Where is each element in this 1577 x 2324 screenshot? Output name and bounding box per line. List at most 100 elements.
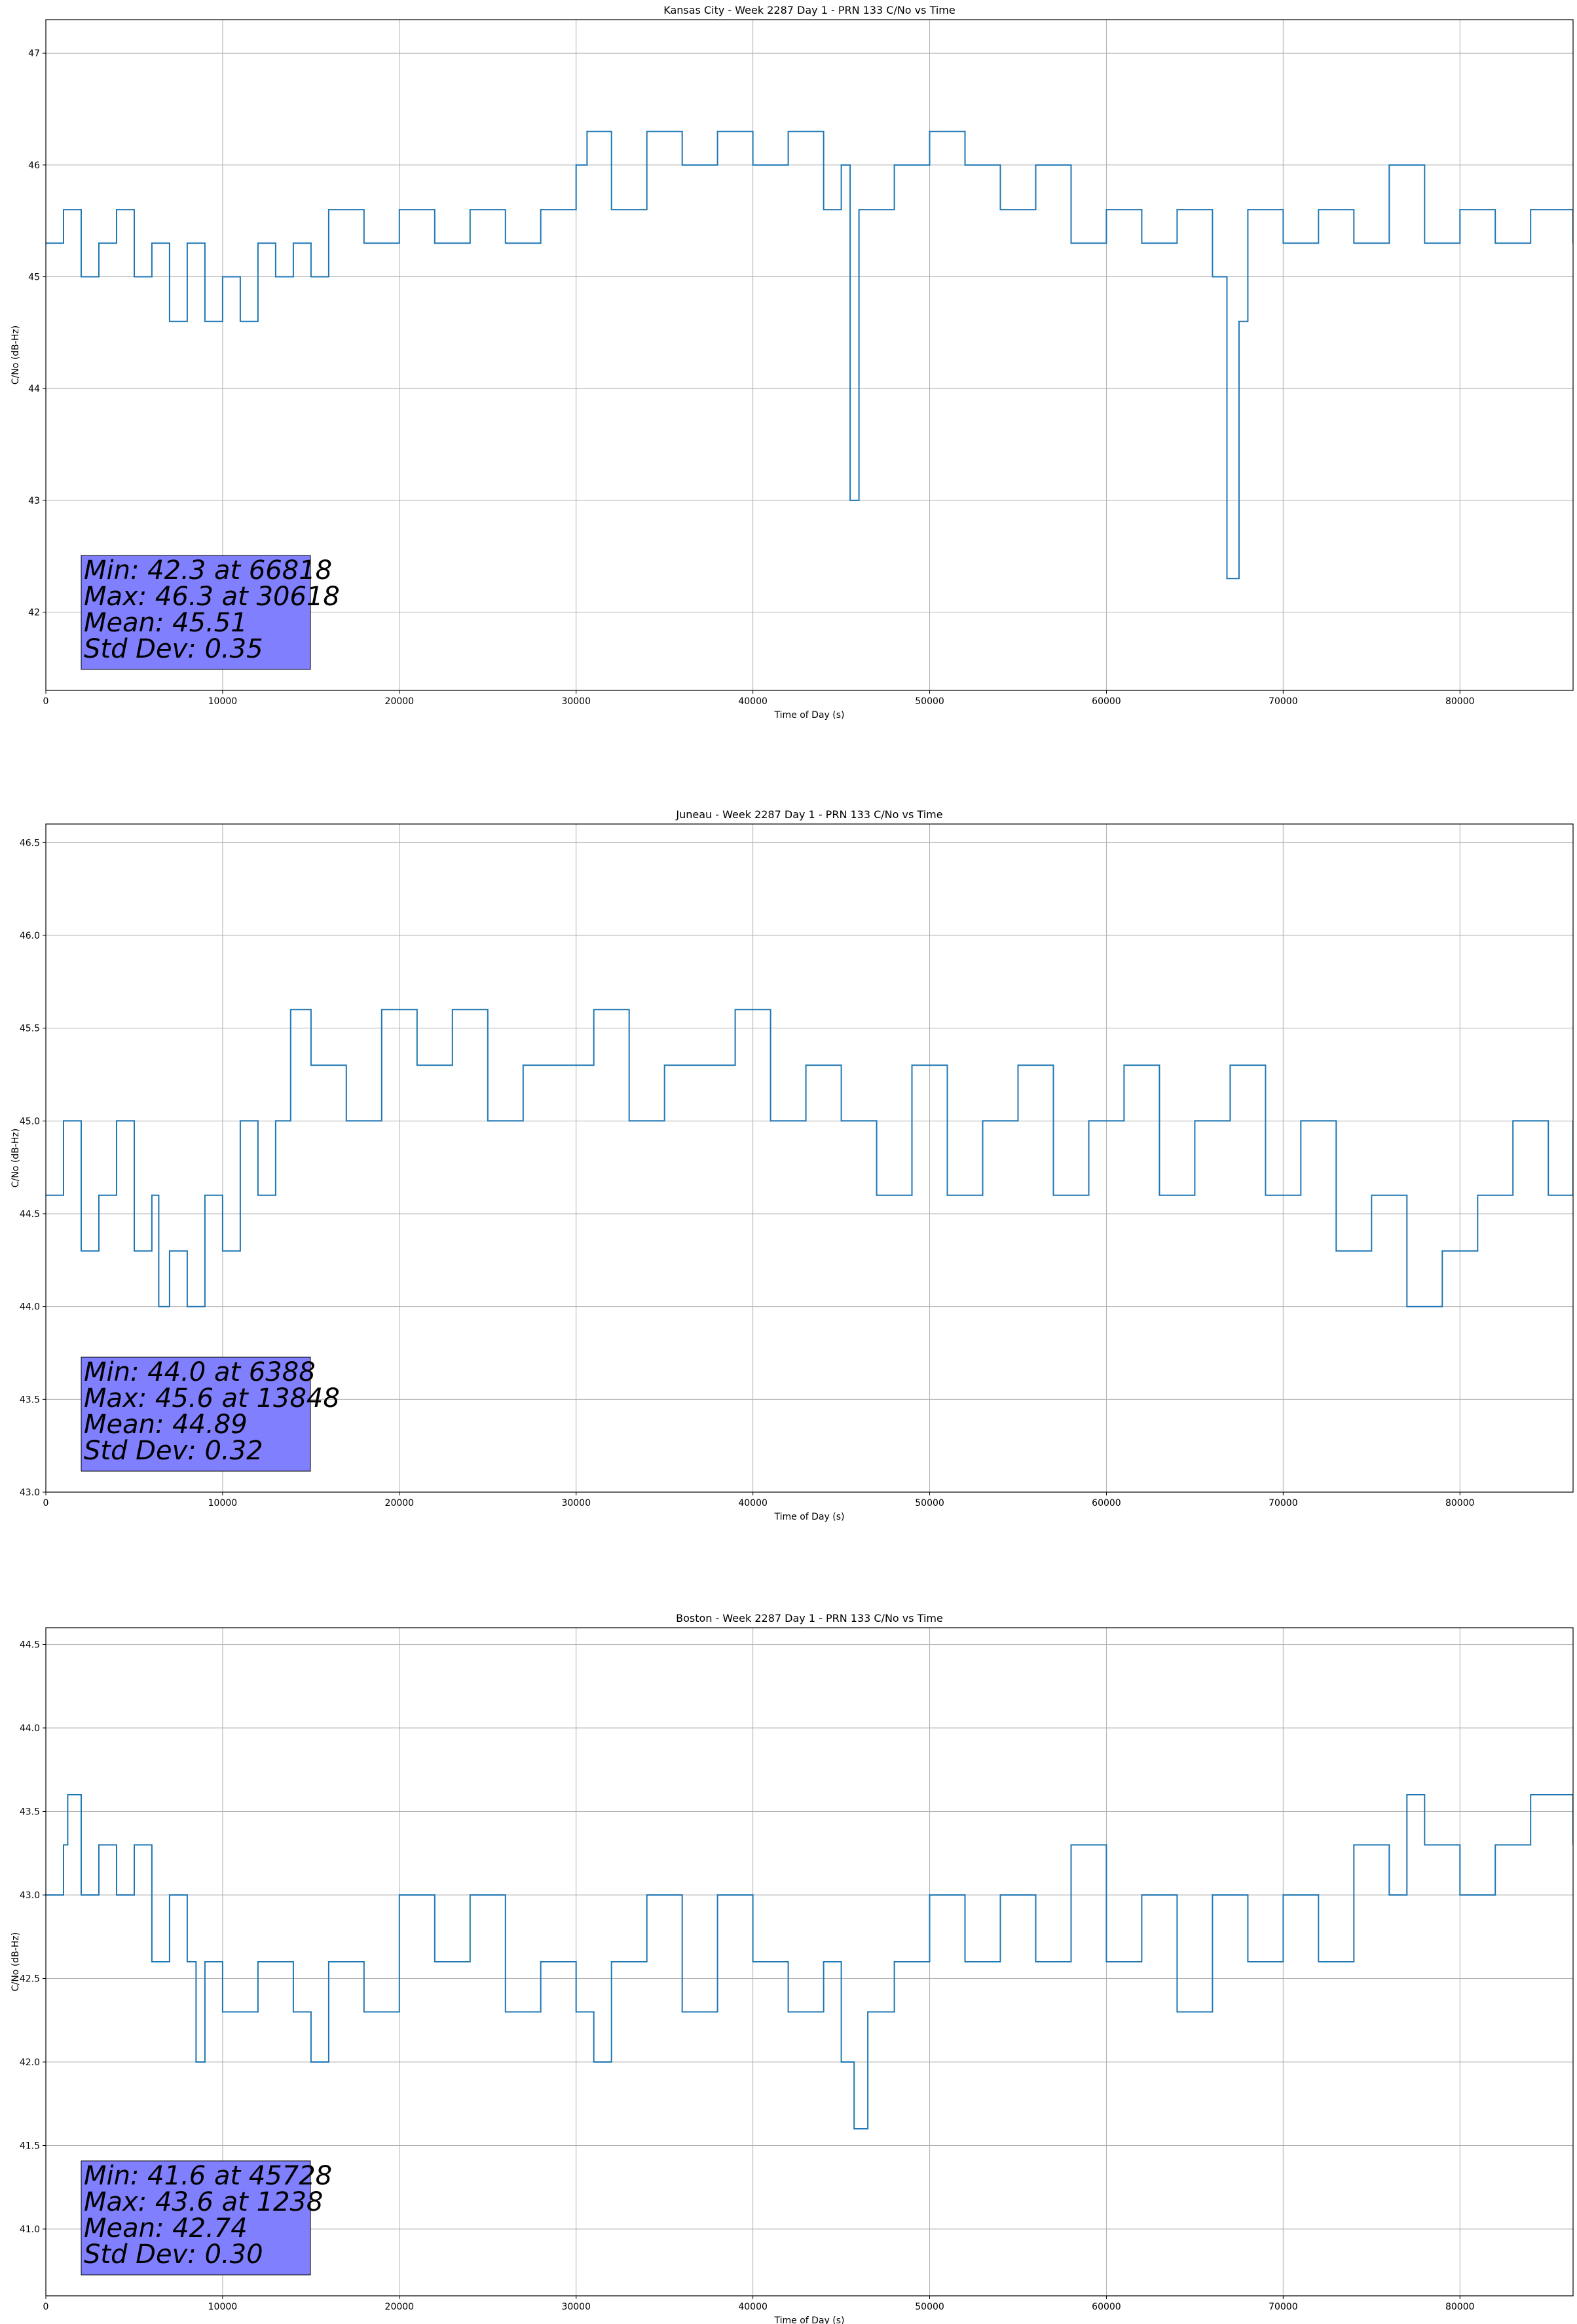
data-point (116, 1894, 117, 1896)
data-point (823, 209, 825, 210)
data-point (752, 164, 754, 166)
data-point (434, 242, 436, 244)
data-point (946, 1194, 948, 1196)
y-tick-label: 46.0 (20, 931, 40, 941)
data-point (1212, 1894, 1214, 1896)
y-axis-label: C/No (dB-Hz) (10, 1129, 21, 1188)
chart-title: Boston - Week 2287 Day 1 - PRN 133 C/No … (676, 1612, 943, 1624)
data-point (310, 2061, 312, 2063)
data-point (363, 242, 365, 244)
x-tick-label: 60000 (1092, 696, 1121, 707)
data-point (169, 321, 170, 322)
data-point (1282, 242, 1284, 244)
data-point (523, 1064, 524, 1066)
data-point (1088, 1120, 1090, 1122)
data-point (610, 209, 612, 210)
data-point (840, 1120, 842, 1122)
data-point (1123, 1064, 1125, 1066)
data-point (1176, 209, 1178, 210)
data-point (610, 1961, 612, 1962)
x-tick-label: 0 (43, 696, 49, 707)
data-point (63, 209, 64, 210)
data-point (982, 1120, 984, 1122)
data-point (663, 1064, 665, 1066)
data-point (310, 276, 312, 278)
y-tick-label: 43.0 (20, 1488, 40, 1498)
data-point (853, 2128, 855, 2129)
y-tick-label: 44.5 (20, 1209, 40, 1220)
stats-line: Mean: 44.89 (84, 1410, 248, 1440)
data-point (151, 242, 153, 244)
data-point (1406, 1305, 1408, 1307)
x-tick-label: 10000 (208, 2302, 238, 2312)
data-point (257, 1961, 259, 1962)
y-tick-label: 44.5 (20, 1640, 40, 1651)
data-point (557, 209, 559, 210)
data-point (681, 2011, 683, 2013)
data-point (1406, 1794, 1408, 1795)
data-point (134, 1250, 135, 1252)
data-point (275, 276, 276, 278)
data-point (540, 1961, 542, 1962)
y-axis-label: C/No (dB-Hz) (10, 326, 21, 384)
data-point (575, 164, 577, 166)
y-tick-label: 43.5 (20, 1395, 40, 1405)
data-point (63, 1844, 64, 1846)
data-point (646, 1894, 648, 1896)
y-tick-label: 42.0 (20, 2057, 40, 2068)
x-tick-label: 50000 (915, 1498, 944, 1509)
plot-frame (45, 19, 1574, 691)
data-point (840, 164, 842, 166)
data-point (1017, 1064, 1019, 1066)
data-point (222, 2011, 223, 2013)
x-tick-label: 30000 (561, 1498, 591, 1509)
data-point (81, 1250, 82, 1252)
y-tick-label: 43.0 (20, 1890, 40, 1901)
data-point (734, 1009, 736, 1011)
data-point (858, 209, 860, 210)
data-point (290, 1009, 291, 1011)
data-point (204, 1961, 206, 1962)
y-tick-label: 41.5 (20, 2141, 40, 2152)
data-point (240, 1120, 241, 1122)
series-line-1 (46, 1794, 1573, 2129)
stats-line: Std Dev: 0.32 (84, 1436, 263, 1466)
data-point (1530, 1794, 1531, 1795)
x-tick-label: 20000 (385, 2302, 415, 2312)
data-point (628, 1120, 630, 1122)
x-tick-label: 40000 (738, 2302, 768, 2312)
data-point (575, 2011, 577, 2013)
data-point (195, 2061, 197, 2063)
data-point (752, 1961, 754, 1962)
stats-line: Min: 44.0 at 6388 (84, 1357, 316, 1387)
data-point (1070, 1844, 1072, 1846)
data-point (399, 209, 400, 210)
data-point (363, 2011, 365, 2013)
stats-line: Max: 43.6 at 1238 (84, 2187, 323, 2217)
data-point (849, 500, 851, 501)
data-point (98, 1194, 100, 1196)
y-axis-label: C/No (dB-Hz) (10, 1932, 21, 1991)
data-point (98, 242, 100, 244)
data-point (893, 1961, 895, 1962)
x-tick-label: 50000 (915, 696, 944, 707)
data-point (1159, 1194, 1160, 1196)
data-point (257, 1194, 259, 1196)
y-tick-label: 46 (28, 160, 40, 171)
data-point (593, 1009, 595, 1011)
data-point (1300, 1120, 1302, 1122)
x-tick-label: 40000 (738, 696, 768, 707)
chart-panel-3: 0 10000 20000 30000 40000 50000 60000 70000 8000… (10, 1612, 1574, 2324)
plot-frame (45, 1627, 1574, 2296)
data-point (1212, 276, 1214, 278)
data-point (1441, 1250, 1443, 1252)
data-point (1318, 1961, 1320, 1962)
chart-title: Kansas City - Week 2287 Day 1 - PRN 133 … (663, 4, 955, 16)
data-point (63, 1120, 64, 1122)
data-point (1530, 209, 1531, 210)
data-point (310, 1064, 312, 1066)
data-point (134, 1844, 135, 1846)
data-point (681, 164, 683, 166)
data-point (1459, 209, 1461, 210)
data-point (1105, 1961, 1107, 1962)
